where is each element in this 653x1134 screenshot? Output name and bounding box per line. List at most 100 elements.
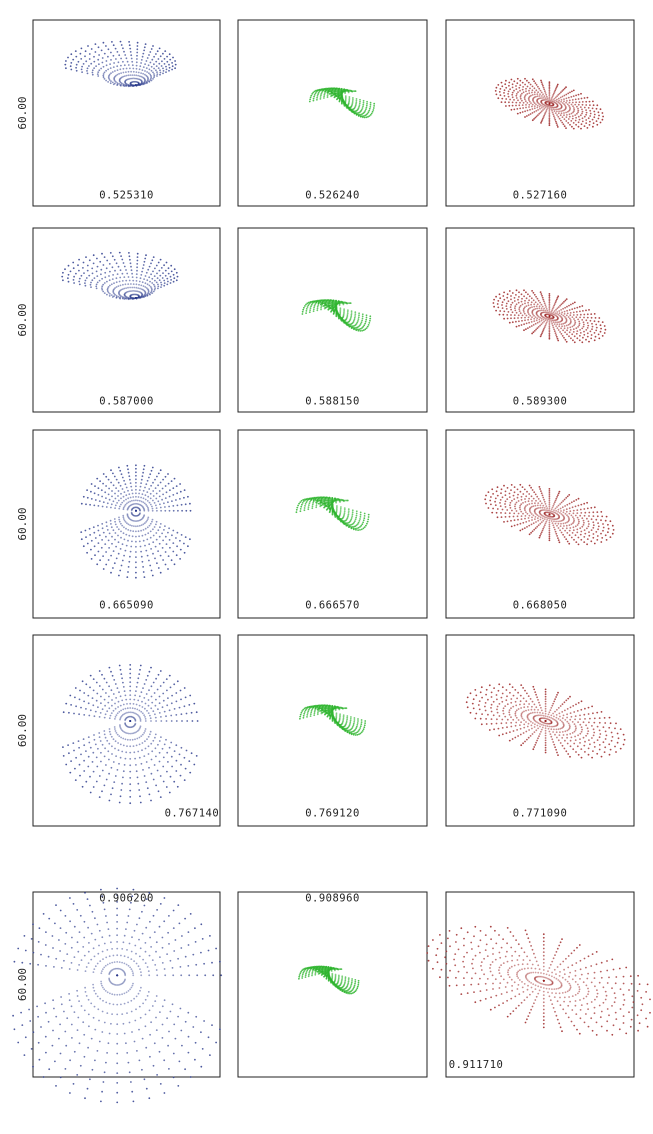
scatter-point bbox=[559, 304, 561, 307]
scatter-point bbox=[558, 117, 561, 120]
scatter-point bbox=[83, 272, 85, 274]
scatter-point bbox=[586, 322, 589, 324]
scatter-point bbox=[328, 91, 330, 93]
scatter-point bbox=[121, 476, 124, 479]
scatter-point bbox=[579, 527, 582, 530]
scatter-point bbox=[154, 557, 156, 560]
scatter-point bbox=[566, 514, 568, 517]
scatter-point bbox=[586, 127, 589, 129]
scatter-point bbox=[312, 91, 315, 94]
scatter-point bbox=[122, 532, 125, 535]
scatter-point bbox=[140, 80, 143, 82]
scatter-point bbox=[131, 81, 134, 83]
scatter-point bbox=[155, 281, 158, 284]
scatter-point bbox=[163, 58, 166, 60]
scatter-point bbox=[148, 81, 151, 83]
scatter-point bbox=[586, 517, 588, 520]
scatter-point bbox=[354, 90, 356, 92]
scatter-point bbox=[500, 516, 503, 518]
scatter-point bbox=[120, 84, 122, 87]
scatter-point bbox=[565, 340, 568, 343]
scatter-point bbox=[564, 299, 567, 302]
scatter-point bbox=[560, 99, 563, 101]
scatter-point bbox=[136, 41, 139, 44]
scatter-point bbox=[312, 310, 315, 313]
scatter-point bbox=[112, 83, 115, 86]
scatter-point bbox=[125, 71, 127, 73]
scatter-point bbox=[574, 514, 577, 517]
scatter-point bbox=[602, 529, 604, 532]
scatter-point bbox=[165, 543, 168, 545]
scatter-point bbox=[565, 524, 568, 527]
scatter-point bbox=[124, 283, 127, 286]
scatter-point bbox=[571, 90, 573, 93]
scatter-point bbox=[504, 506, 507, 508]
scatter-point bbox=[550, 108, 553, 110]
scatter-point bbox=[138, 82, 140, 85]
scatter-point bbox=[559, 331, 561, 333]
scatter-point bbox=[568, 115, 571, 118]
scatter-point bbox=[568, 534, 571, 537]
panel-r1-c1: 0.525310 bbox=[32, 19, 221, 207]
scatter-point bbox=[162, 478, 165, 481]
scatter-point bbox=[557, 329, 560, 331]
scatter-point bbox=[540, 531, 543, 534]
scatter-point bbox=[138, 535, 141, 538]
scatter-point bbox=[142, 468, 145, 471]
scatter-point bbox=[156, 277, 159, 279]
scatter-point bbox=[135, 474, 137, 477]
scatter-point bbox=[563, 327, 566, 330]
scatter-point bbox=[156, 272, 158, 275]
scatter-point bbox=[118, 72, 120, 75]
scatter-point bbox=[510, 295, 512, 297]
scatter-point bbox=[123, 526, 125, 529]
scatter-point bbox=[602, 526, 605, 529]
scatter-point bbox=[530, 321, 533, 323]
scatter-point bbox=[354, 311, 357, 314]
scatter-point bbox=[150, 79, 153, 82]
scatter-point bbox=[306, 306, 309, 308]
panel-value-label: 0.588150 bbox=[305, 396, 360, 408]
scatter-point bbox=[600, 511, 603, 513]
scatter-point bbox=[347, 90, 350, 93]
scatter-point bbox=[349, 90, 351, 92]
scatter-point bbox=[548, 294, 551, 297]
scatter-point bbox=[315, 501, 317, 503]
scatter-point bbox=[557, 316, 559, 319]
scatter-point bbox=[601, 515, 604, 518]
scatter-point bbox=[175, 279, 178, 282]
scatter-point bbox=[91, 73, 94, 76]
scatter-point bbox=[173, 268, 176, 271]
scatter-point bbox=[130, 265, 132, 268]
scatter-point bbox=[129, 720, 132, 722]
scatter-point bbox=[342, 90, 345, 93]
scatter-point bbox=[112, 529, 115, 532]
scatter-point bbox=[520, 300, 523, 303]
scatter-point bbox=[532, 497, 535, 500]
scatter-point bbox=[588, 309, 590, 311]
scatter-point bbox=[166, 60, 169, 63]
scatter-point bbox=[120, 72, 122, 74]
scatter-point bbox=[113, 518, 116, 520]
scatter-point bbox=[590, 334, 593, 336]
scatter-point bbox=[90, 281, 92, 284]
scatter-point bbox=[363, 515, 366, 517]
scatter-point bbox=[123, 64, 126, 67]
scatter-point bbox=[554, 118, 557, 121]
scatter-point bbox=[527, 517, 530, 519]
scatter-point bbox=[348, 90, 351, 92]
scatter-point bbox=[602, 523, 604, 525]
scatter-point bbox=[312, 498, 315, 501]
scatter-point bbox=[520, 495, 523, 498]
scatter-point bbox=[537, 299, 540, 302]
scatter-point bbox=[131, 540, 133, 543]
scatter-point bbox=[552, 524, 555, 527]
scatter-point bbox=[142, 83, 145, 86]
scatter-point bbox=[159, 554, 162, 557]
scatter-point bbox=[548, 114, 551, 117]
scatter-point bbox=[366, 100, 368, 103]
scatter-point bbox=[150, 76, 153, 79]
scatter-point bbox=[573, 500, 575, 502]
scatter-point bbox=[118, 520, 121, 523]
scatter-point bbox=[511, 86, 514, 89]
